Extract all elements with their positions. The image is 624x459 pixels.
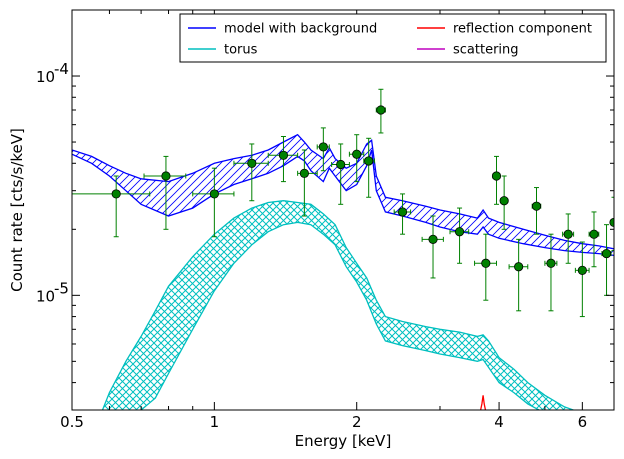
data-point [449, 207, 470, 264]
data-point [574, 241, 590, 318]
torus-band-fill [102, 200, 574, 410]
legend: model with background reflection componen… [179, 13, 607, 63]
legend-entry: scattering [417, 43, 519, 58]
data-point [331, 143, 350, 205]
x-tick-label: 2 [352, 413, 362, 431]
x-tick-label: 6 [578, 413, 588, 431]
data-marker [352, 149, 362, 159]
plot-area [72, 88, 614, 410]
data-marker [247, 158, 257, 168]
data-point [375, 88, 386, 134]
legend-box [179, 13, 607, 63]
data-marker [546, 258, 556, 268]
torus-upper-line [101, 200, 576, 410]
x-tick-label: 4 [494, 413, 504, 431]
data-point [72, 175, 151, 238]
x-tick-label: 0.5 [60, 413, 84, 431]
data-marker [364, 156, 374, 166]
data-point [267, 135, 299, 183]
y-tick-exponent: -4 [54, 60, 69, 78]
data-point [316, 127, 330, 172]
data-marker [336, 159, 346, 170]
data-point [393, 193, 412, 235]
data-marker [278, 150, 289, 160]
plot-frame [71, 9, 615, 411]
data-point [588, 211, 600, 268]
legend-label: model with background [224, 22, 377, 37]
data-marker [161, 171, 171, 181]
x-tick-label: 1 [210, 413, 220, 431]
legend-label: torus [224, 43, 258, 58]
data-marker [397, 207, 408, 217]
data-point [508, 238, 529, 312]
data-point [491, 155, 502, 205]
data-marker [111, 189, 121, 199]
y-tick-label: 10 [36, 287, 55, 305]
model-with-background-band-fill [72, 134, 614, 256]
y-tick-exponent: -5 [54, 279, 69, 297]
y-tick-label: 10 [36, 68, 55, 86]
data-point [531, 187, 542, 235]
data-marker [209, 189, 219, 199]
data-point [363, 137, 375, 198]
data-marker [318, 142, 328, 152]
data-marker [299, 168, 309, 178]
data-marker [563, 229, 573, 239]
data-point [474, 233, 497, 301]
data-point [601, 224, 612, 296]
data-point [233, 143, 269, 202]
data-point [421, 215, 444, 279]
data-marker [376, 105, 386, 115]
data-marker [589, 229, 599, 239]
legend-label: reflection component [453, 22, 592, 37]
data-marker [491, 171, 502, 181]
data-point [143, 155, 187, 230]
torus-lower-line [140, 221, 541, 410]
data-marker [577, 265, 587, 275]
data-point [499, 175, 509, 230]
legend-entry: torus [188, 43, 258, 58]
model-with-background-upper-line [72, 133, 614, 250]
data-point [348, 134, 365, 183]
data-point [544, 233, 558, 312]
data-point [192, 167, 235, 238]
data-marker [601, 248, 612, 259]
axis-ticks: 0.5 1 2 4 610-510-4 [36, 9, 615, 431]
data-point [297, 149, 318, 217]
reflection-component-line [479, 395, 487, 410]
x-axis-title: Energy [keV] [295, 432, 392, 450]
model-with-background-lower-line [72, 149, 614, 257]
data-marker [531, 201, 542, 211]
data-marker [481, 258, 491, 268]
y-axis-title: Count rate [cts/s/keV] [8, 128, 26, 292]
data-marker [454, 227, 465, 237]
data-point [562, 213, 575, 264]
data-marker [514, 262, 524, 272]
legend-label: scattering [453, 43, 519, 58]
data-marker [428, 234, 438, 244]
legend-entry: reflection component [417, 22, 592, 37]
legend-entry: model with background [188, 22, 377, 37]
data-marker [499, 196, 509, 206]
